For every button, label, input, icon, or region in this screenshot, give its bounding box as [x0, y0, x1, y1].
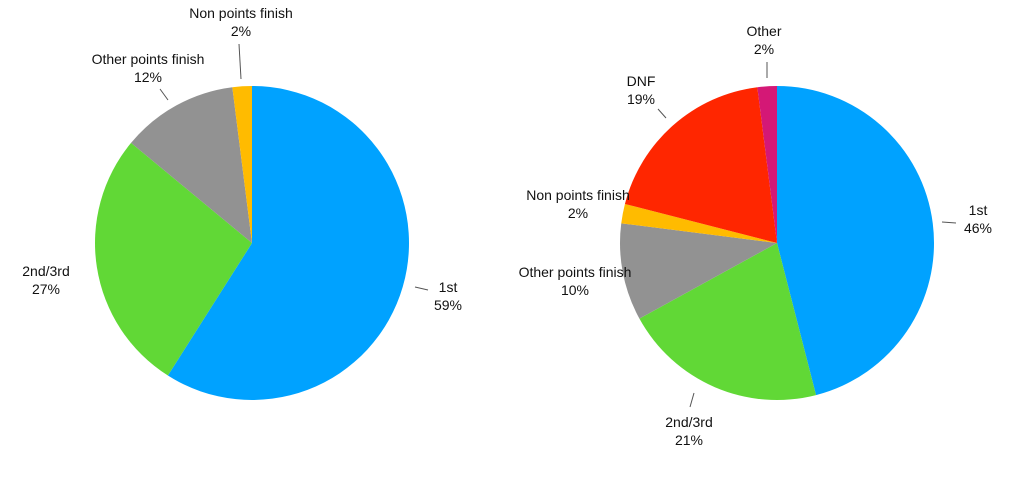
slice-percent: 10% — [561, 282, 589, 298]
leader-line — [414, 286, 429, 291]
leader-line — [689, 392, 695, 408]
pie-slice-1st — [167, 86, 410, 400]
pie-slice-1st — [777, 86, 935, 396]
pie-chart-left: 1st 59% 2nd/3rd 27% Other points finish 12% No… — [22, 5, 462, 400]
leader-line — [238, 43, 242, 80]
slice-label: Other points finish — [519, 264, 632, 280]
slice-label: Other — [746, 23, 781, 39]
pie-slice-non-points-finish — [232, 86, 252, 243]
pie-chart-right: 1st 46% 2nd/3rd 21% Other points finish 10% No… — [519, 23, 992, 448]
slice-percent: 59% — [434, 297, 462, 313]
slice-percent: 21% — [675, 432, 703, 448]
slice-label: 1st — [439, 279, 458, 295]
slice-label: 2nd/3rd — [665, 414, 712, 430]
slice-label: Non points finish — [526, 187, 630, 203]
pie-slice-other-points-finish — [131, 87, 252, 244]
slice-percent: 46% — [964, 220, 992, 236]
slice-label: 1st — [969, 202, 988, 218]
pie-slice-other — [757, 86, 777, 243]
pie-slice-2nd-3rd — [639, 243, 817, 401]
slice-label: 2nd/3rd — [22, 263, 69, 279]
pie-slice-2nd-3rd — [94, 142, 252, 376]
slice-percent: 27% — [32, 281, 60, 297]
slice-percent: 19% — [627, 91, 655, 107]
slice-label: DNF — [627, 73, 656, 89]
leader-line — [657, 108, 667, 119]
leader-line — [941, 221, 957, 224]
pie-slice-other-points-finish — [620, 223, 777, 319]
pie-slice-dnf — [624, 87, 777, 244]
slice-label: Non points finish — [189, 5, 293, 21]
slice-percent: 2% — [754, 41, 774, 57]
pie-slice-non-points-finish — [621, 203, 777, 243]
slice-percent: 2% — [231, 23, 251, 39]
leader-line — [159, 88, 169, 101]
slice-percent: 12% — [134, 69, 162, 85]
slice-percent: 2% — [568, 205, 588, 221]
slice-label: Other points finish — [92, 51, 205, 67]
